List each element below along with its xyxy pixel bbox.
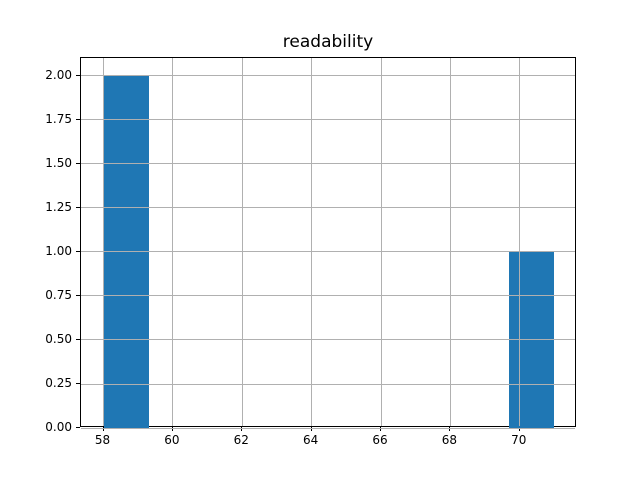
grid-line-horizontal [81, 251, 575, 253]
y-tick-mark [76, 294, 80, 296]
grid-line-vertical [519, 58, 521, 426]
grid-line-horizontal [81, 207, 575, 209]
y-tick-label: 0.25 [45, 376, 72, 390]
y-tick-label: 0.75 [45, 287, 72, 302]
x-tick-mark [171, 427, 173, 431]
grid-line-vertical [449, 58, 451, 426]
grid-line-vertical [311, 58, 313, 426]
grid-line-vertical [241, 58, 243, 426]
x-tick-label: 66 [372, 433, 388, 447]
y-tick-label: 1.50 [45, 155, 72, 170]
grid-line-horizontal [81, 383, 575, 385]
y-tick-mark [76, 338, 80, 340]
y-tick-label: 1.75 [45, 111, 72, 126]
y-tick-mark [76, 74, 80, 76]
x-tick-mark [102, 427, 104, 431]
x-tick-label: 60 [164, 433, 180, 447]
x-tick-label: 58 [94, 433, 111, 447]
x-tick-label: 68 [441, 433, 458, 447]
y-tick-mark [76, 383, 80, 384]
x-tick-mark [518, 427, 520, 431]
x-tick-label: 62 [233, 433, 249, 447]
y-tick-mark [76, 162, 80, 164]
grid-line-horizontal [81, 163, 575, 165]
y-tick-label: 1.00 [45, 243, 72, 258]
grid-line-horizontal [81, 75, 575, 77]
y-tick-mark [76, 250, 80, 252]
y-tick-mark [76, 427, 80, 428]
x-tick-mark [449, 427, 451, 431]
chart-title: readability [282, 32, 374, 52]
x-tick-label: 70 [511, 433, 527, 447]
grid-line-vertical [103, 58, 104, 426]
y-tick-label: 1.25 [45, 199, 72, 214]
grid-line-horizontal [81, 295, 575, 297]
y-tick-label: 0.50 [45, 331, 72, 346]
x-tick-mark [310, 427, 312, 431]
y-tick-mark [76, 206, 80, 208]
x-tick-mark [241, 427, 243, 431]
grid-line-vertical [172, 58, 174, 426]
grid-line-horizontal [81, 339, 575, 341]
x-tick-label: 64 [303, 433, 319, 447]
y-tick-mark [76, 118, 80, 120]
grid-line-vertical [380, 58, 382, 426]
plot-area [80, 57, 576, 429]
grid-line-horizontal [81, 119, 575, 121]
y-tick-label: 0.00 [45, 420, 72, 434]
x-tick-mark [380, 427, 381, 431]
grid-line-horizontal [81, 427, 575, 429]
y-tick-label: 2.00 [45, 67, 72, 82]
